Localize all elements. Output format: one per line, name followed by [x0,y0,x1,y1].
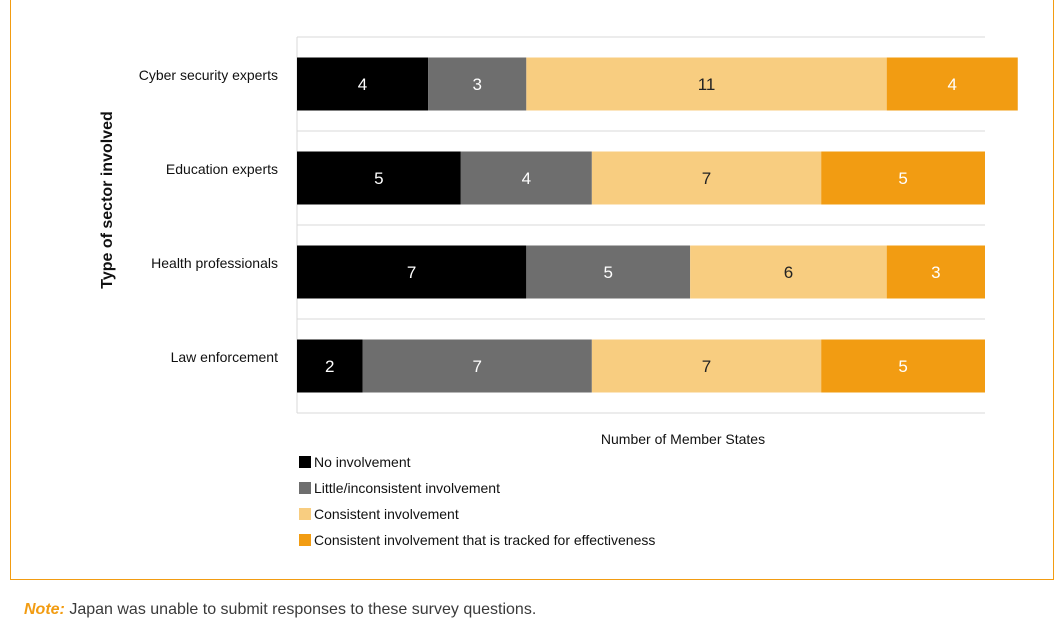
data-label: 7 [472,357,481,376]
bar-segment [886,57,1018,111]
bar-segment [460,151,592,205]
y-axis-title: Type of sector involved [99,111,116,289]
bar-segment [428,57,527,111]
bar-segment [591,339,822,393]
data-label: 3 [472,75,481,94]
data-label: 3 [931,263,940,282]
data-label: 7 [702,357,711,376]
stacked-bar-chart: 4 3 11 4 Cyber security experts 5 4 7 5 Education… [99,36,1018,548]
data-label: 4 [358,75,367,94]
legend-label: Consistent involvement [314,506,459,522]
legend-label: Little/inconsistent involvement [314,480,500,496]
data-label: 5 [374,169,383,188]
data-label: 7 [407,263,416,282]
x-axis-title: Number of Member States [601,431,765,447]
data-label: 5 [898,169,907,188]
bar-segment [591,151,822,205]
note: Note: Japan was unable to submit respons… [24,601,536,619]
legend-swatch [299,482,311,494]
chart-frame [10,0,1054,580]
bar-segment [297,151,461,205]
bar-segment [297,57,429,111]
note-text: Japan was unable to submit responses to … [64,601,537,618]
category-label: Education experts [166,161,278,177]
bar-segment [297,245,527,299]
data-label: 6 [784,263,793,282]
data-label: 11 [698,75,716,94]
category-label: Cyber security experts [139,67,278,83]
legend-swatch [299,534,311,546]
legend-swatch [299,456,311,468]
data-label: 4 [948,75,957,94]
legend-label: No involvement [314,454,411,470]
bar-segment [526,57,887,111]
bar-segment [821,339,985,393]
data-label: 5 [898,357,907,376]
bar-segment [886,245,985,299]
category-label: Law enforcement [171,349,279,365]
note-label: Note: [24,601,65,618]
legend-label: Consistent involvement that is tracked f… [314,532,655,548]
data-label: 7 [702,169,711,188]
bar-segment [297,339,363,393]
data-label: 2 [325,357,334,376]
bar-segment [526,245,691,299]
category-label: Health professionals [151,255,278,271]
bar-segment [821,151,985,205]
legend-swatch [299,508,311,520]
bar-segment [690,245,887,299]
data-label: 4 [522,169,531,188]
data-label: 5 [604,263,613,282]
bar-segment [362,339,592,393]
